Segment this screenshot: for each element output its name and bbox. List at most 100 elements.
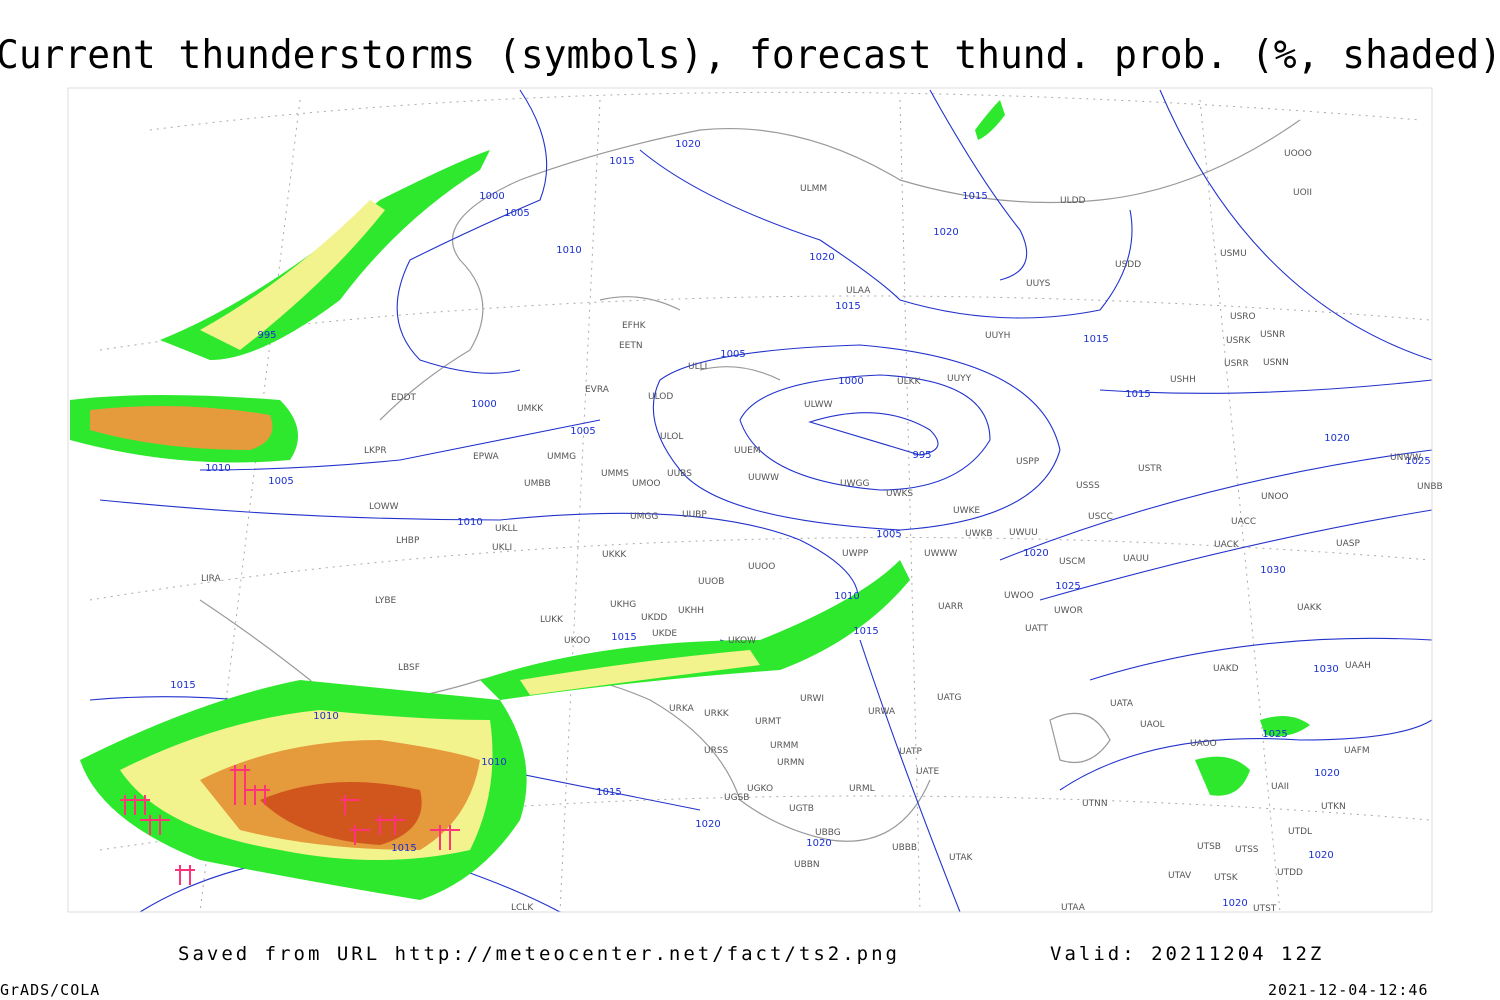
station-label: URWA <box>868 707 896 717</box>
isobar-label: 1015 <box>596 787 621 798</box>
station-label: UWPP <box>842 549 869 559</box>
station-label: UUOO <box>748 562 775 572</box>
station-label: UTST <box>1253 904 1277 914</box>
station-label: UKOW <box>728 636 756 646</box>
station-label: UKOO <box>564 636 590 646</box>
source-url: Saved from URL http://meteocenter.net/fa… <box>178 943 900 965</box>
isobar-label: 1005 <box>876 529 901 540</box>
station-label: USSS <box>1076 481 1100 491</box>
isobar-label: 1015 <box>609 156 634 167</box>
station-label: UWKB <box>965 529 993 539</box>
station-label: UUEM <box>734 446 761 456</box>
isobar-label: 1025 <box>1405 456 1430 467</box>
station-label: UAOL <box>1140 720 1165 730</box>
isobar-label: 1000 <box>471 399 496 410</box>
station-label: USRR <box>1224 359 1249 369</box>
station-label: USDD <box>1115 260 1141 270</box>
isobar-label: 1015 <box>835 301 860 312</box>
station-label: UKLI <box>492 543 512 553</box>
station-label: ULAA <box>846 286 871 296</box>
station-label: UBBN <box>794 860 820 870</box>
station-label: UUOB <box>698 577 724 587</box>
station-label: URMM <box>770 741 798 751</box>
isobar-label: 1000 <box>838 376 863 387</box>
station-label: USRO <box>1230 312 1256 322</box>
station-label: UKHG <box>610 600 636 610</box>
station-label: LBSF <box>398 663 420 673</box>
station-label: UATA <box>1110 699 1134 709</box>
isobar-label: 1020 <box>1222 898 1247 909</box>
isobar-label: 1030 <box>1313 664 1338 675</box>
software: GrADS/COLA <box>0 981 100 999</box>
isobar-label: 1005 <box>268 476 293 487</box>
station-label: UAAH <box>1345 661 1371 671</box>
station-label: EPWA <box>473 452 500 462</box>
station-label: EETN <box>619 341 643 351</box>
station-label: EFHK <box>622 321 647 331</box>
station-label: ULOL <box>660 432 683 442</box>
station-label: UGKO <box>747 784 773 794</box>
station-label: UGSB <box>724 793 749 803</box>
isobar-label: 1015 <box>853 626 878 637</box>
station-label: UATE <box>916 767 940 777</box>
station-label: URSS <box>704 746 729 756</box>
station-label: ULMM <box>800 184 827 194</box>
thunderstorm-symbols <box>120 765 460 885</box>
station-label: UWKE <box>953 506 980 516</box>
station-label: UOOO <box>1284 149 1312 159</box>
station-label: UUBP <box>682 510 707 520</box>
station-label: USNN <box>1263 358 1289 368</box>
station-label: UNBB <box>1417 482 1443 492</box>
isobar-label: 1030 <box>1260 565 1285 576</box>
isobar-label: 1020 <box>806 838 831 849</box>
station-label: URWI <box>800 694 824 704</box>
isobar-label: 1015 <box>962 191 987 202</box>
station-label: UMKK <box>517 404 544 414</box>
station-label: UBBB <box>892 843 917 853</box>
station-label: UKLL <box>495 524 518 534</box>
isobar-label: 1025 <box>1055 581 1080 592</box>
isobar-labels: 1015 1020 1000 1005 1010 1020 1015 1015 1020 995 1… <box>170 139 1430 909</box>
isobar-label: 1020 <box>1314 768 1339 779</box>
isobar-label: 1010 <box>556 245 581 256</box>
isobar-label: 1010 <box>481 757 506 768</box>
station-label: USCC <box>1088 512 1113 522</box>
station-label: UKDD <box>641 613 667 623</box>
station-label: USHH <box>1170 375 1196 385</box>
timestamp: 2021-12-04-12:46 <box>1268 981 1429 999</box>
isobar-label: 1020 <box>675 139 700 150</box>
isobar-label: 1010 <box>457 517 482 528</box>
station-label: ULDD <box>1060 196 1086 206</box>
station-label: UAOO <box>1190 739 1217 749</box>
station-label: URKK <box>704 709 730 719</box>
station-label: UTSK <box>1214 873 1239 883</box>
station-label: UAFM <box>1344 746 1370 756</box>
station-label: UWGG <box>840 479 869 489</box>
isobar-label: 1020 <box>1023 548 1048 559</box>
isobar-label: 1005 <box>720 349 745 360</box>
station-label: UNWW <box>1390 453 1421 463</box>
station-label: UMOO <box>632 479 661 489</box>
station-label: UMMS <box>601 469 629 479</box>
station-label: UOII <box>1293 188 1312 198</box>
station-label: ULOD <box>648 392 673 402</box>
map-frame <box>67 87 1433 913</box>
station-label: USNR <box>1260 330 1285 340</box>
isobar-label: 1010 <box>205 463 230 474</box>
station-label: USTR <box>1138 464 1162 474</box>
station-label: LOWW <box>369 502 399 512</box>
station-label: UTSB <box>1197 842 1221 852</box>
station-label: LYBE <box>375 596 396 606</box>
station-label: URMT <box>755 717 782 727</box>
station-label: LUKK <box>540 615 564 625</box>
station-label: UMMG <box>547 452 576 462</box>
station-label: UAUU <box>1123 554 1149 564</box>
isobar-label: 995 <box>912 450 931 461</box>
station-label: UWUU <box>1009 528 1038 538</box>
station-label: UKHH <box>678 606 704 616</box>
station-label: UGTB <box>789 804 814 814</box>
station-label: UMGG <box>630 512 658 522</box>
isobar-label: 1020 <box>695 819 720 830</box>
station-label: UTDD <box>1277 868 1303 878</box>
station-label: EDDT <box>391 393 417 403</box>
